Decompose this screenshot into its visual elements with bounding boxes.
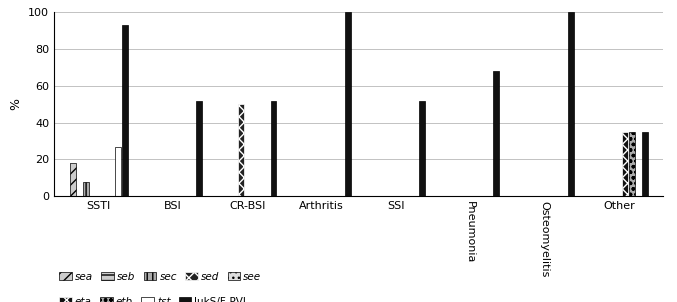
Bar (494, 71, 500, 196)
Y-axis label: %: % (9, 98, 23, 110)
Legend: eta, etb, tst, lukS/F-PVL: eta, etb, tst, lukS/F-PVL (60, 297, 249, 302)
Bar (122, 25, 128, 196)
Bar (115, 146, 121, 196)
Bar (419, 101, 425, 196)
Bar (238, 104, 244, 196)
Bar (196, 101, 202, 196)
Bar (622, 132, 628, 196)
Bar (271, 101, 276, 196)
Bar (568, 12, 573, 196)
Bar (345, 12, 351, 196)
Bar (70, 163, 76, 196)
Bar (642, 132, 648, 196)
Bar (83, 182, 89, 196)
Bar (629, 132, 635, 196)
